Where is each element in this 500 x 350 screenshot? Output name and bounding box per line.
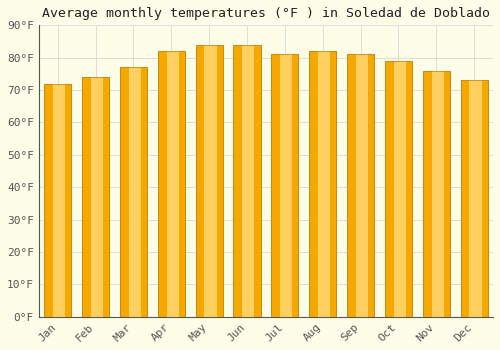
Bar bbox=[91, 77, 103, 317]
Bar bbox=[120, 68, 147, 317]
Bar bbox=[394, 61, 406, 317]
Bar bbox=[82, 77, 109, 317]
Bar bbox=[82, 77, 109, 317]
Bar bbox=[422, 71, 450, 317]
Bar bbox=[158, 51, 185, 317]
Bar bbox=[460, 80, 488, 317]
Bar bbox=[309, 51, 336, 317]
Bar bbox=[271, 55, 298, 317]
Bar bbox=[422, 71, 450, 317]
Bar bbox=[309, 51, 336, 317]
Bar bbox=[385, 61, 412, 317]
Bar bbox=[385, 61, 412, 317]
Bar bbox=[271, 55, 298, 317]
Bar bbox=[204, 45, 216, 317]
Bar bbox=[280, 55, 292, 317]
Bar bbox=[196, 45, 223, 317]
Bar bbox=[234, 45, 260, 317]
Bar bbox=[196, 45, 223, 317]
Bar bbox=[44, 84, 72, 317]
Bar bbox=[356, 55, 368, 317]
Bar bbox=[460, 80, 488, 317]
Bar bbox=[234, 45, 260, 317]
Bar bbox=[347, 55, 374, 317]
Bar bbox=[166, 51, 179, 317]
Bar bbox=[432, 71, 444, 317]
Title: Average monthly temperatures (°F ) in Soledad de Doblado: Average monthly temperatures (°F ) in So… bbox=[42, 7, 490, 20]
Bar bbox=[470, 80, 482, 317]
Bar bbox=[158, 51, 185, 317]
Bar bbox=[128, 68, 141, 317]
Bar bbox=[53, 84, 65, 317]
Bar bbox=[318, 51, 330, 317]
Bar bbox=[44, 84, 72, 317]
Bar bbox=[347, 55, 374, 317]
Bar bbox=[120, 68, 147, 317]
Bar bbox=[242, 45, 254, 317]
